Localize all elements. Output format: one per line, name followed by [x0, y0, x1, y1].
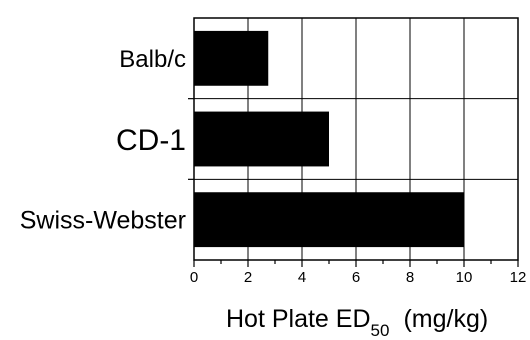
bar [194, 111, 329, 167]
category-label: Balb/c [119, 46, 186, 73]
x-axis-title-subscript: 50 [371, 321, 390, 340]
x-axis-title-prefix: Hot Plate ED [226, 305, 371, 333]
bars [194, 30, 464, 248]
x-axis-tick-label: 4 [298, 269, 306, 286]
x-axis-tick-label: 10 [456, 269, 473, 286]
x-axis-tick-label: 12 [510, 269, 527, 286]
category-labels: Balb/c CD-1 Swiss-Webster [20, 46, 186, 235]
category-label: CD-1 [116, 124, 186, 157]
x-axis-ticks: 0 2 4 6 8 10 12 [190, 260, 527, 286]
x-axis-tick-label: 0 [190, 269, 198, 286]
bar [194, 192, 464, 248]
category-label: Swiss-Webster [20, 207, 186, 235]
x-axis-title-suffix: (mg/kg) [403, 305, 488, 333]
x-axis-tick-label: 8 [406, 269, 414, 286]
x-axis-tick-label: 2 [244, 269, 252, 286]
x-axis-tick-label: 6 [352, 269, 360, 286]
bar [194, 30, 269, 86]
x-axis-title: Hot Plate ED50 (mg/kg) [226, 305, 488, 340]
